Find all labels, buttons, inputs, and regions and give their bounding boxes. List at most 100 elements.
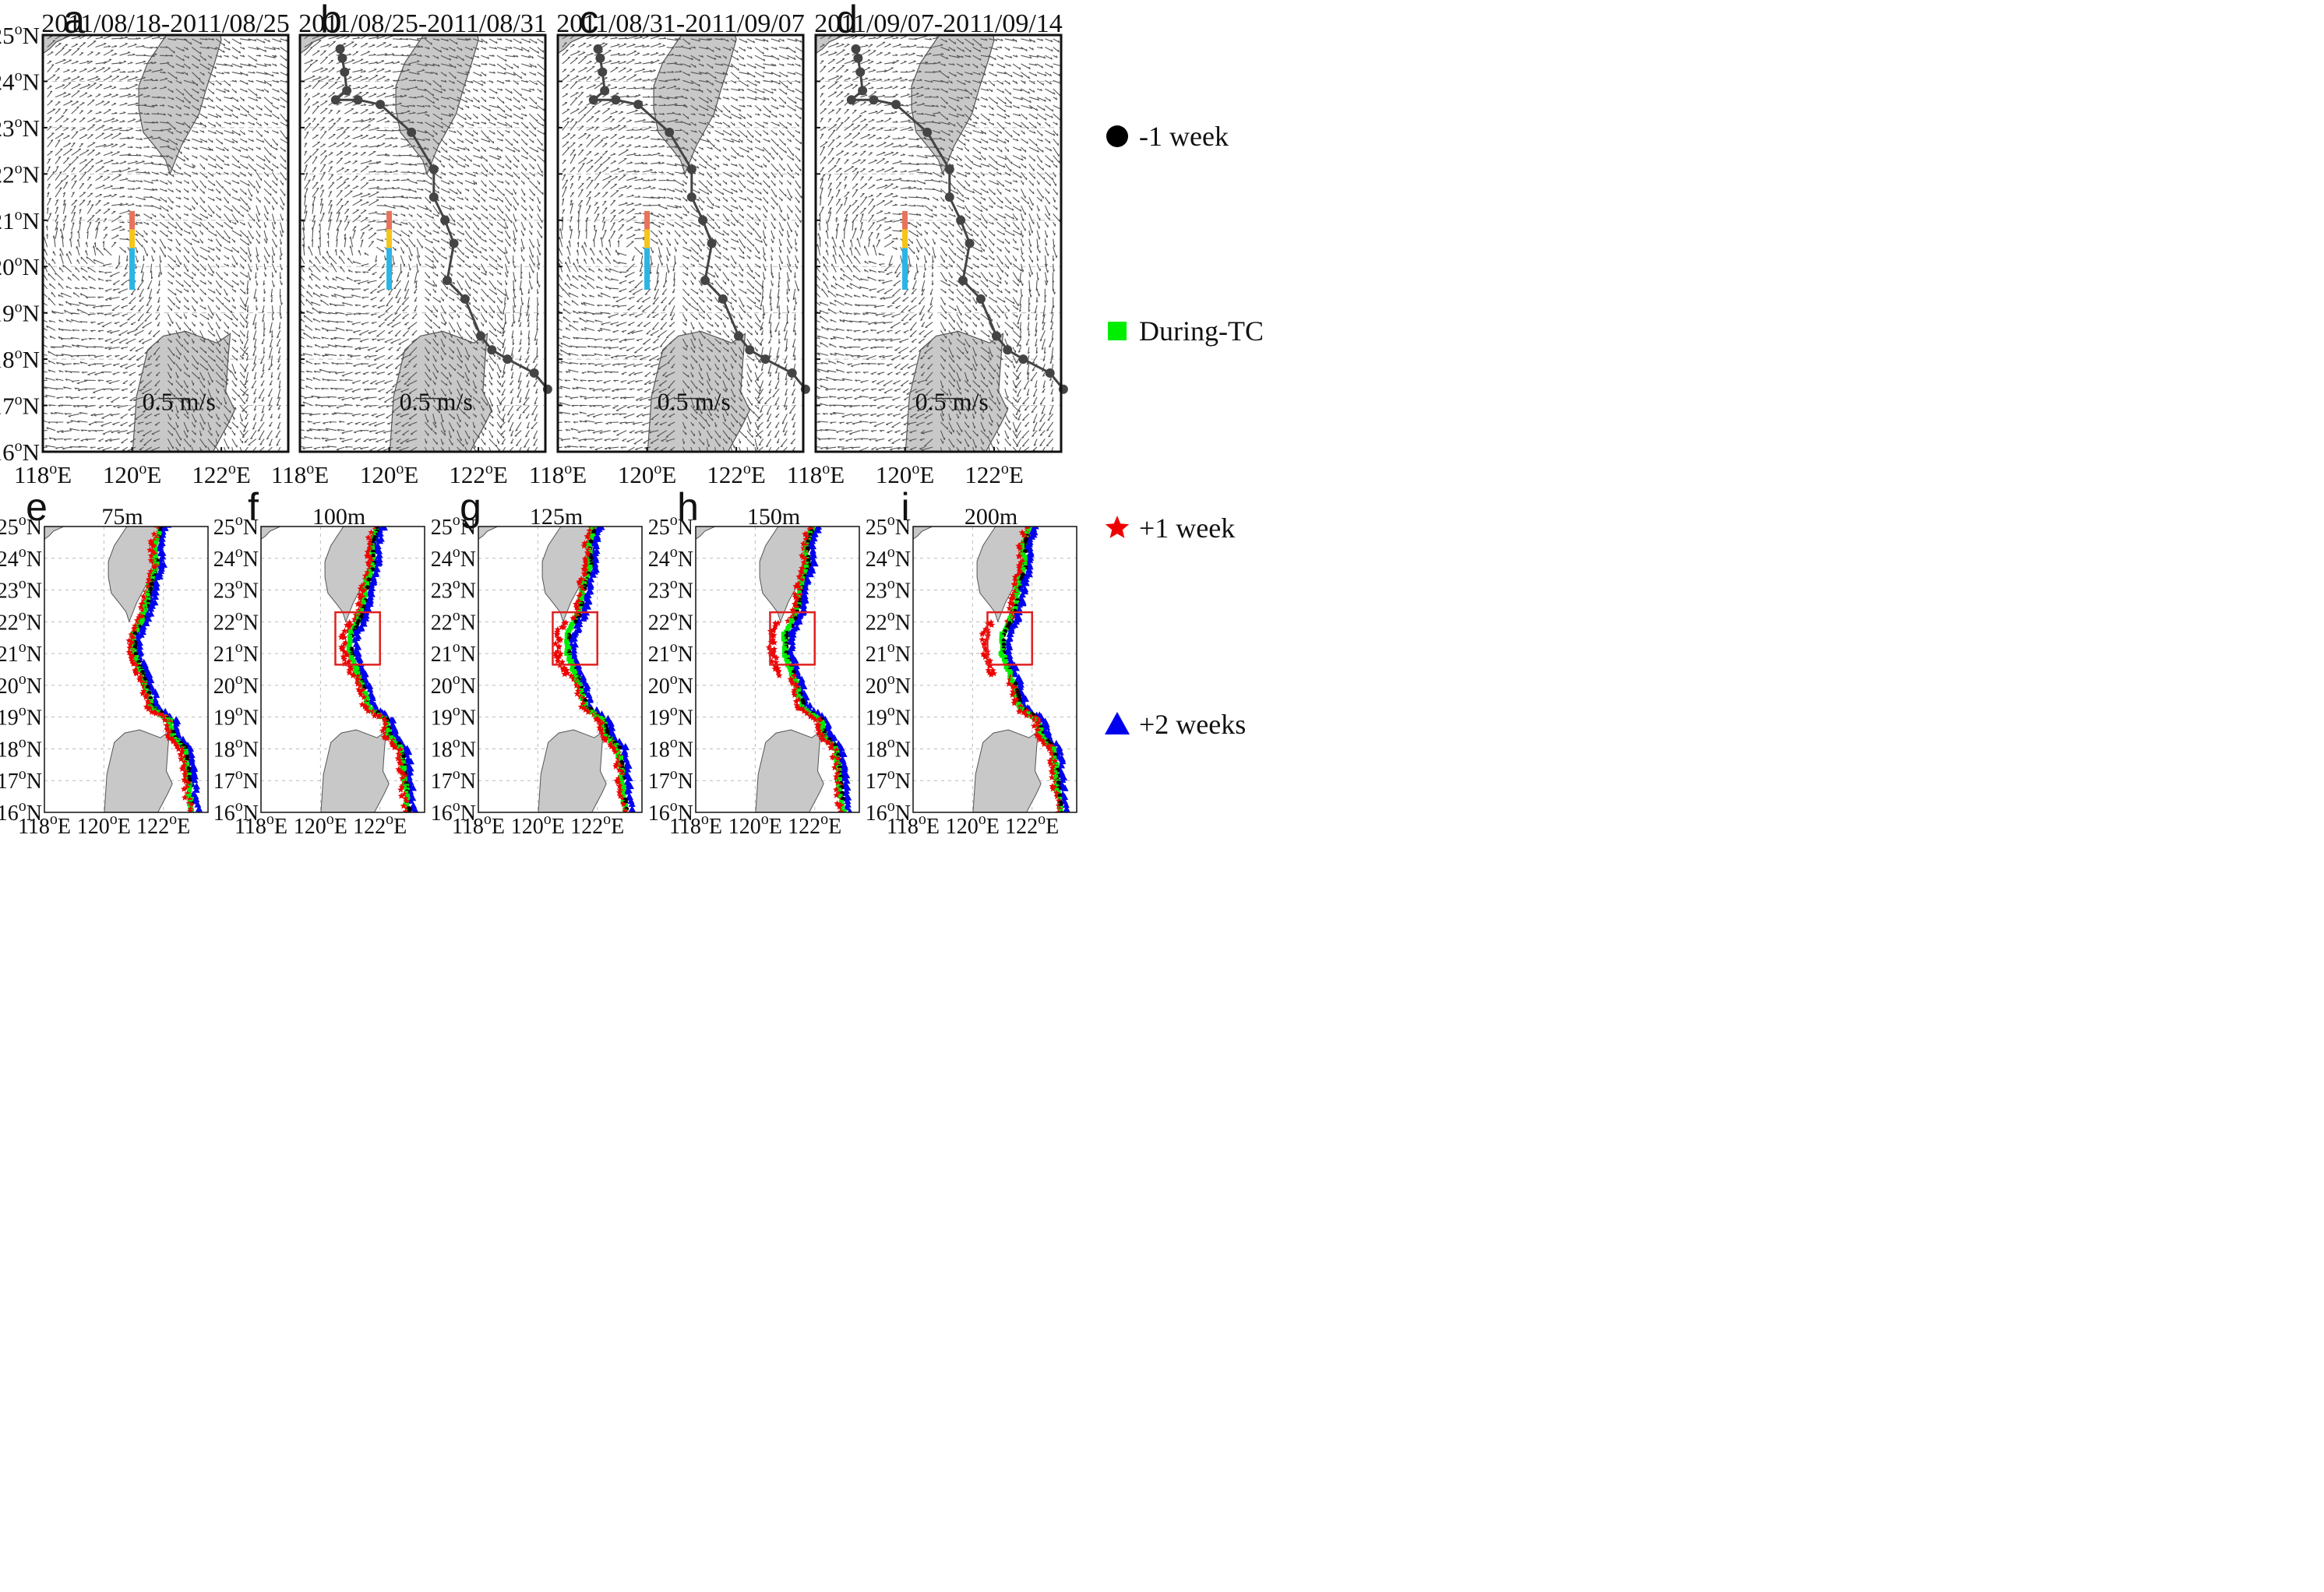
- current-arrow: [308, 245, 313, 256]
- current-arrow: [156, 288, 160, 294]
- current-arrow: [105, 280, 112, 282]
- current-arrow: [62, 163, 72, 173]
- current-arrow: [312, 148, 319, 156]
- current-arrow: [325, 428, 337, 431]
- current-arrow: [360, 43, 369, 48]
- current-arrow: [374, 421, 385, 427]
- current-arrow: [239, 163, 249, 170]
- current-arrow: [272, 63, 277, 67]
- current-arrow: [183, 113, 189, 116]
- current-arrow: [393, 161, 399, 164]
- lat-tick-label: 20oN: [0, 252, 40, 280]
- current-arrow: [272, 72, 279, 75]
- current-arrow: [336, 117, 341, 123]
- current-arrow: [215, 130, 224, 135]
- current-arrow: [248, 38, 257, 42]
- current-arrow: [341, 430, 353, 435]
- current-arrow: [95, 52, 101, 56]
- current-arrow: [207, 363, 214, 372]
- current-arrow: [183, 413, 189, 419]
- current-arrow: [386, 297, 393, 307]
- current-arrow: [328, 203, 333, 214]
- current-arrow: [191, 88, 199, 94]
- current-arrow: [199, 55, 206, 62]
- current-arrow: [43, 446, 48, 449]
- current-arrow: [86, 200, 92, 206]
- current-arrow: [183, 405, 189, 415]
- current-arrow: [388, 329, 393, 334]
- current-arrow: [384, 379, 393, 385]
- current-arrow: [319, 126, 325, 131]
- current-arrow: [224, 297, 231, 303]
- current-arrow: [207, 271, 213, 276]
- current-arrow: [408, 247, 413, 257]
- current-arrow: [320, 405, 329, 407]
- current-arrow: [361, 413, 369, 417]
- current-arrow: [352, 86, 361, 90]
- current-arrow: [48, 437, 56, 440]
- current-arrow: [118, 255, 121, 265]
- current-arrow: [183, 213, 189, 217]
- current-arrow: [231, 79, 238, 83]
- current-arrow: [62, 108, 68, 114]
- current-arrow: [344, 379, 353, 382]
- current-arrow: [263, 205, 269, 215]
- current-arrow: [387, 421, 393, 425]
- current-arrow: [167, 322, 171, 327]
- current-arrow: [215, 246, 221, 252]
- current-arrow: [160, 155, 169, 157]
- current-arrow: [360, 201, 369, 206]
- current-arrow: [191, 388, 199, 395]
- current-arrow: [183, 246, 190, 254]
- current-arrow: [312, 76, 322, 81]
- current-arrow: [134, 329, 144, 336]
- current-arrow: [79, 182, 85, 189]
- current-arrow: [231, 221, 237, 225]
- current-arrow: [199, 188, 206, 195]
- current-arrow: [120, 421, 129, 427]
- current-arrow: [111, 234, 119, 240]
- current-arrow: [63, 438, 72, 441]
- current-arrow: [224, 322, 230, 329]
- current-arrow: [168, 171, 175, 178]
- current-arrow: [151, 213, 157, 218]
- current-arrow: [207, 63, 217, 69]
- current-arrow: [79, 68, 87, 73]
- current-arrow: [302, 353, 313, 356]
- current-arrow: [303, 315, 313, 323]
- current-arrow: [88, 421, 96, 426]
- current-arrow: [151, 255, 154, 262]
- current-arrow: [256, 238, 260, 245]
- current-arrow: [341, 372, 353, 377]
- current-arrow: [248, 63, 257, 69]
- current-arrow: [183, 322, 192, 332]
- current-arrow: [82, 329, 88, 332]
- current-arrow: [277, 389, 281, 400]
- current-arrow: [239, 355, 244, 360]
- current-arrow: [129, 354, 136, 361]
- current-arrow: [272, 79, 280, 83]
- current-arrow: [183, 188, 189, 193]
- current-arrow: [272, 146, 278, 151]
- current-arrow: [268, 347, 273, 358]
- current-arrow: [183, 55, 190, 59]
- current-arrow: [98, 438, 104, 442]
- current-arrow: [304, 204, 307, 214]
- current-arrow: [135, 69, 143, 73]
- current-arrow: [263, 180, 272, 188]
- current-arrow: [242, 405, 249, 412]
- current-arrow: [312, 220, 316, 231]
- current-arrow: [271, 138, 278, 146]
- current-arrow: [175, 188, 182, 193]
- current-arrow: [328, 133, 336, 139]
- current-arrow: [369, 136, 376, 139]
- current-arrow: [199, 79, 205, 85]
- current-arrow: [207, 263, 214, 274]
- current-arrow: [112, 288, 120, 291]
- current-arrow: [319, 130, 327, 139]
- current-arrow: [400, 238, 408, 248]
- current-arrow: [362, 372, 369, 375]
- current-arrow: [403, 396, 410, 403]
- current-arrow: [97, 322, 104, 326]
- current-arrow: [175, 221, 183, 231]
